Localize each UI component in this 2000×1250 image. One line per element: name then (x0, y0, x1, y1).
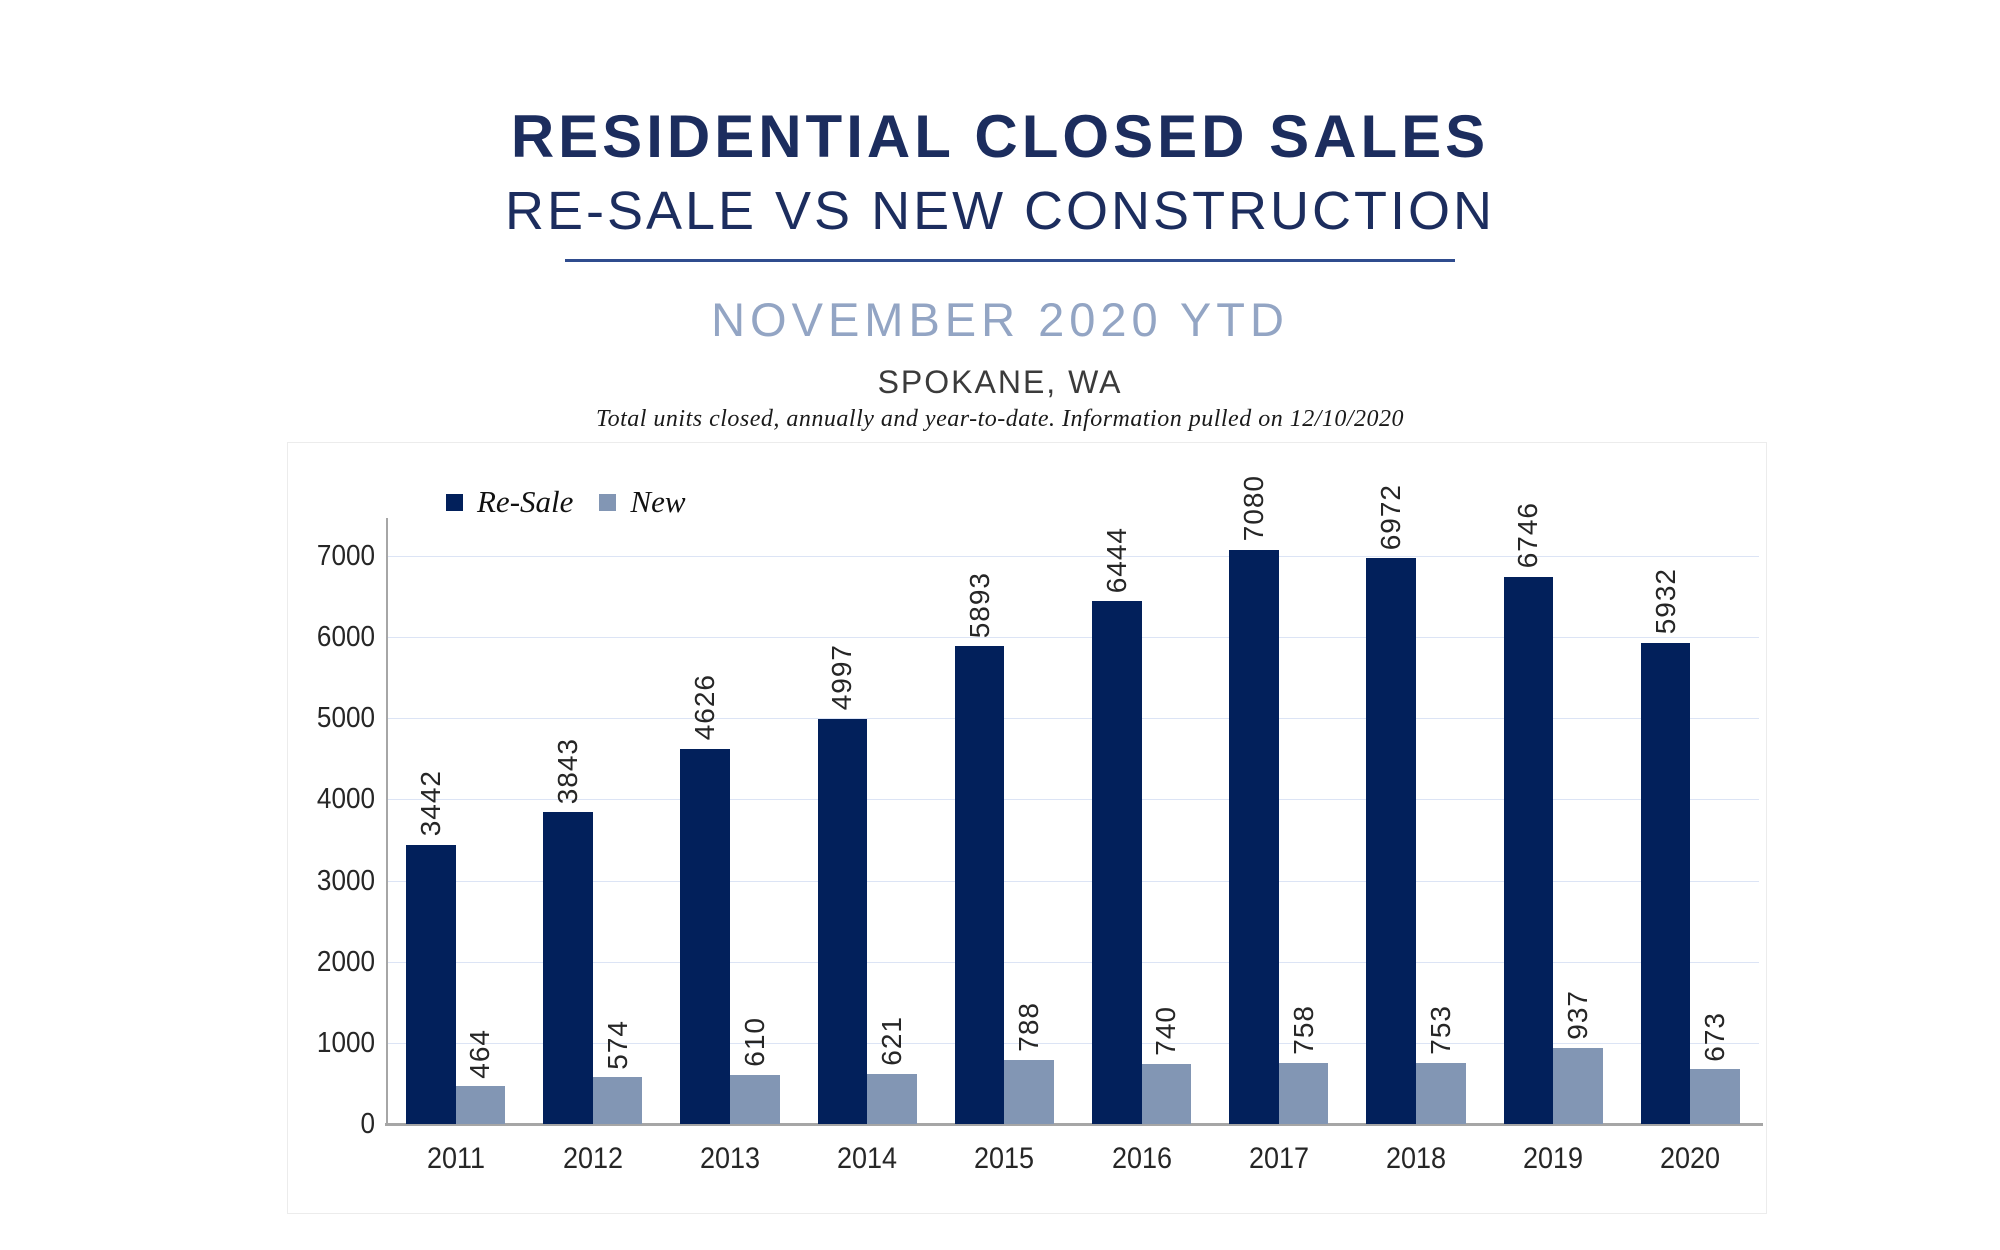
legend-label: New (630, 484, 686, 519)
y-axis-tick-label: 3000 (316, 864, 375, 897)
gridline-1000 (387, 1042, 1759, 1044)
report-location: SPOKANE, WA (877, 364, 1123, 400)
bar-resale-2019 (1503, 576, 1554, 1124)
chart-legend: Re-Sale New (446, 484, 686, 520)
bar-value-label: 740 (1150, 1006, 1182, 1056)
bar-value-label: 6972 (1375, 484, 1407, 551)
bar-value-label: 6444 (1100, 526, 1132, 594)
bar-new-2013 (730, 1074, 780, 1124)
bar-resale-2017 (1229, 549, 1279, 1124)
bar-new-2020 (1690, 1069, 1740, 1124)
bar-resale-2012 (543, 812, 593, 1124)
bar-value-label: 788 (1013, 1002, 1045, 1053)
bar-value-label: 758 (1287, 1004, 1319, 1055)
x-axis-tick-label: 2016 (1111, 1142, 1172, 1175)
y-axis-tick-label: 7000 (316, 540, 375, 572)
y-axis-line (386, 518, 388, 1124)
x-axis-tick-label: 2012 (562, 1142, 623, 1175)
bar-value-label: 4997 (826, 644, 858, 711)
bar-new-2012 (592, 1077, 643, 1124)
bar-new-2014 (867, 1073, 917, 1124)
bar-value-label: 464 (464, 1028, 496, 1079)
legend-swatch-icon (599, 493, 617, 511)
x-axis-tick-label: 2014 (837, 1142, 898, 1175)
y-axis-tick-label: 2000 (316, 945, 375, 978)
gridline-7000 (387, 556, 1759, 557)
y-axis-tick-label: 0 (360, 1108, 375, 1140)
gridline-6000 (387, 637, 1759, 639)
page-subtitle: RE-SALE VS NEW CONSTRUCTION (504, 181, 1496, 241)
x-axis-tick-label: 2018 (1385, 1142, 1447, 1175)
bar-value-label: 5893 (963, 571, 995, 638)
legend-item-resale: Re-Sale (446, 484, 573, 520)
bar-resale-2013 (680, 748, 730, 1124)
bar-resale-2020 (1640, 642, 1691, 1124)
bar-value-label: 574 (601, 1019, 633, 1070)
x-axis-tick-label: 2020 (1660, 1142, 1721, 1175)
legend-item-new: New (599, 484, 686, 520)
legend-swatch-icon (446, 493, 463, 511)
bar-value-label: 937 (1562, 990, 1593, 1040)
bar-value-label: 621 (876, 1015, 907, 1066)
bar-resale-2018 (1366, 558, 1416, 1124)
x-axis-tick-label: 2013 (699, 1142, 761, 1175)
bar-value-label: 673 (1699, 1011, 1731, 1062)
x-axis-tick-label: 2011 (426, 1142, 485, 1175)
title-divider-line (565, 259, 1455, 262)
x-axis-tick-label: 2017 (1248, 1142, 1309, 1175)
bar-value-label: 7080 (1238, 475, 1269, 542)
gridline-4000 (387, 799, 1759, 801)
bar-resale-2011 (406, 844, 456, 1124)
report-footnote: Total units closed, annually and year-to… (595, 406, 1405, 432)
bar-new-2011 (455, 1086, 506, 1124)
x-axis-tick-label: 2019 (1523, 1142, 1584, 1175)
bar-value-label: 3843 (552, 737, 583, 805)
bar-value-label: 753 (1424, 1005, 1456, 1055)
gridline-2000 (387, 961, 1759, 963)
bar-resale-2014 (817, 718, 868, 1124)
page-title: RESIDENTIAL CLOSED SALES (510, 103, 1490, 170)
bar-new-2016 (1141, 1064, 1192, 1124)
y-axis-tick-label: 4000 (316, 783, 375, 816)
y-axis-tick-label: 6000 (316, 621, 375, 654)
y-axis-tick-label: 1000 (316, 1026, 375, 1059)
bar-new-2015 (1004, 1060, 1054, 1124)
bar-new-2018 (1416, 1062, 1466, 1124)
x-axis-line (385, 1123, 1763, 1126)
bar-resale-2015 (954, 645, 1005, 1124)
bar-resale-2016 (1092, 601, 1142, 1124)
legend-label: Re-Sale (477, 484, 574, 519)
bar-value-label: 4626 (689, 674, 721, 741)
bar-new-2017 (1278, 1062, 1329, 1124)
report-period: NOVEMBER 2020 YTD (711, 293, 1289, 346)
bar-value-label: 610 (738, 1016, 770, 1067)
bar-value-label: 5932 (1649, 568, 1681, 635)
bar-new-2019 (1553, 1048, 1603, 1124)
bar-value-label: 6746 (1512, 502, 1544, 569)
gridline-3000 (387, 880, 1759, 882)
y-axis-tick-label: 5000 (316, 702, 375, 735)
x-axis-tick-label: 2015 (974, 1142, 1035, 1175)
gridline-5000 (387, 718, 1759, 720)
bar-value-label: 3442 (414, 770, 446, 837)
